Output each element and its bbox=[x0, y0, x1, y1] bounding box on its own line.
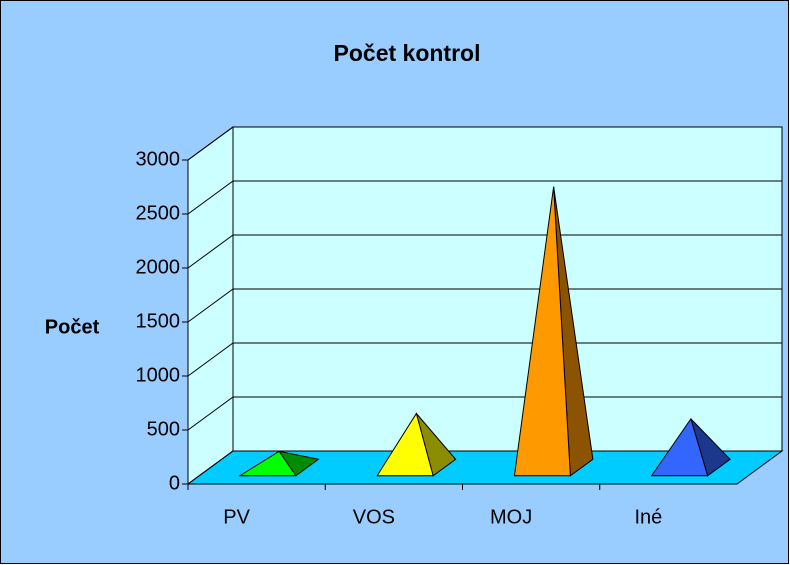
x-tick-label: MOJ bbox=[490, 506, 532, 528]
y-tick-label: 2500 bbox=[136, 202, 181, 224]
y-tick-label: 1500 bbox=[136, 310, 181, 332]
pyramid bbox=[238, 450, 320, 477]
y-tick-label: 2000 bbox=[136, 256, 181, 278]
y-tick-label: 0 bbox=[169, 472, 180, 494]
pyramid-front bbox=[238, 450, 297, 477]
grid-line bbox=[187, 342, 782, 377]
y-axis-label: Počet bbox=[45, 316, 100, 338]
y-tick-label: 1000 bbox=[136, 364, 181, 386]
grid-line bbox=[187, 234, 782, 269]
x-tick-label: PV bbox=[223, 506, 250, 528]
chart-title: Počet kontrol bbox=[334, 40, 481, 66]
pyramid bbox=[376, 412, 457, 477]
grid-line bbox=[187, 126, 782, 161]
grid-line bbox=[187, 396, 782, 431]
pyramid-front bbox=[513, 186, 571, 477]
grid-line bbox=[187, 180, 782, 215]
x-tick-label: Iné bbox=[634, 506, 662, 528]
y-tick-label: 500 bbox=[147, 418, 180, 440]
pyramid bbox=[513, 186, 594, 477]
grid-line bbox=[187, 288, 782, 323]
plot-area: 0 500 1000 1500 2000 2500 3000 PV VOS MOJ Iné bbox=[136, 126, 784, 528]
grid-line bbox=[187, 450, 782, 485]
pyramid-front bbox=[650, 417, 709, 477]
pyramid-front bbox=[376, 412, 434, 477]
pyramid bbox=[650, 417, 731, 477]
y-tick-label: 3000 bbox=[136, 148, 181, 170]
x-tick-label: VOS bbox=[353, 506, 395, 528]
